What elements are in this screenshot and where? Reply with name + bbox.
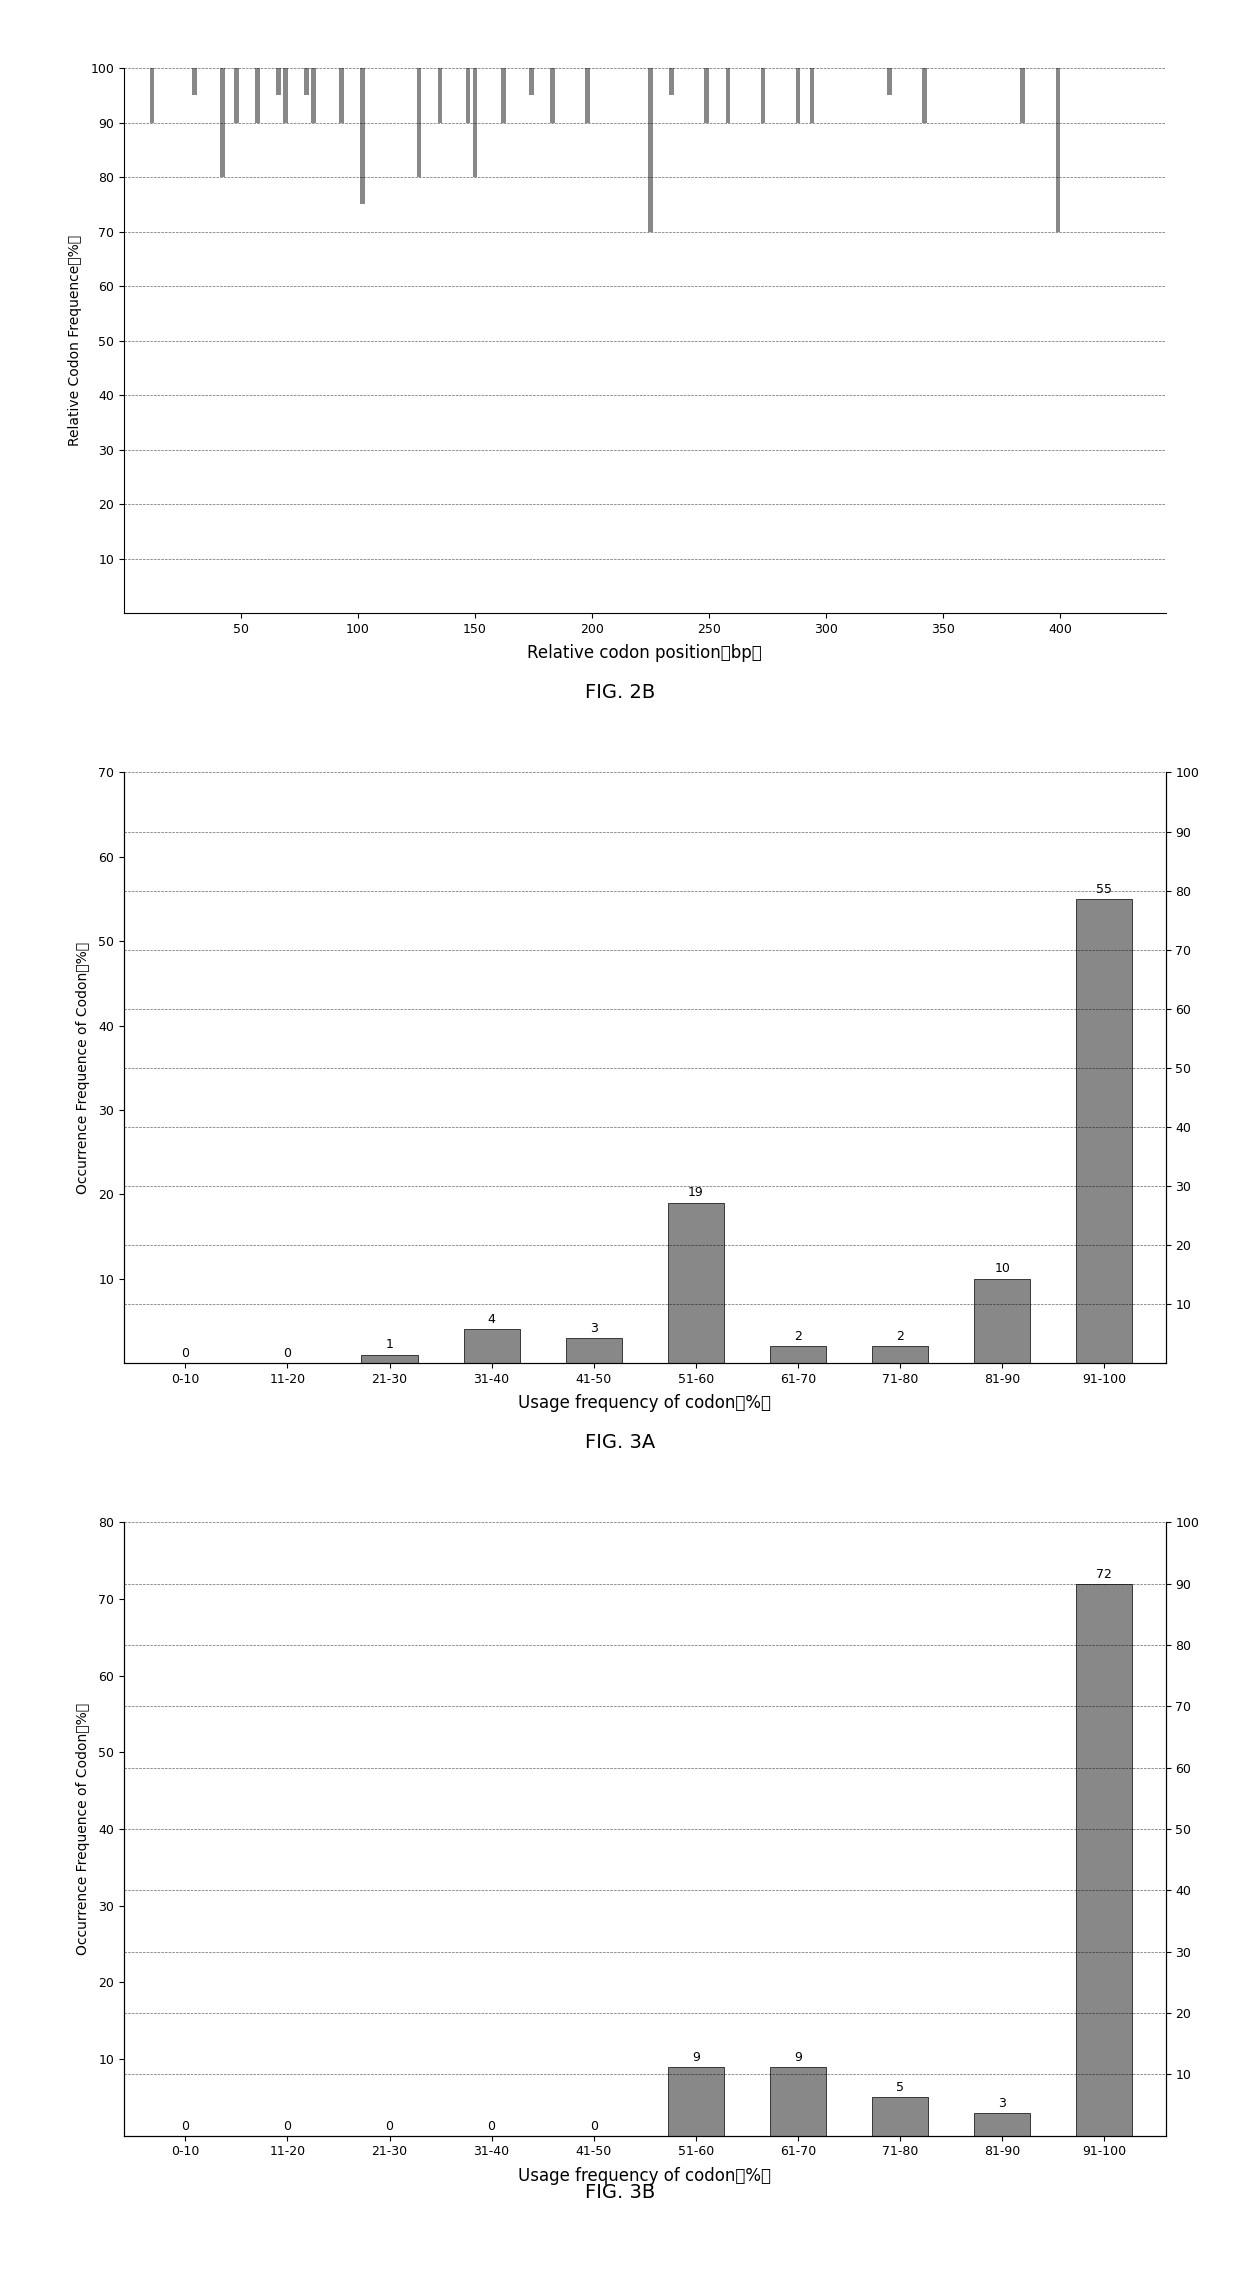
Bar: [277, 68, 280, 95]
Bar: [361, 1354, 418, 1363]
Bar: [340, 68, 343, 123]
Text: 0: 0: [181, 1347, 190, 1361]
Bar: [551, 68, 554, 123]
Bar: [311, 68, 316, 123]
Text: 0: 0: [284, 2120, 291, 2133]
Bar: [529, 68, 533, 95]
Bar: [649, 68, 653, 232]
Bar: [192, 68, 197, 95]
Text: 9: 9: [692, 2052, 699, 2063]
Text: 0: 0: [386, 2120, 393, 2133]
Text: 3: 3: [998, 2097, 1006, 2111]
Bar: [438, 68, 443, 123]
Text: 0: 0: [284, 1347, 291, 1361]
Bar: [417, 68, 422, 177]
Text: 55: 55: [1096, 884, 1112, 895]
Bar: [704, 68, 709, 123]
Text: 0: 0: [181, 2120, 190, 2133]
Bar: [872, 2097, 929, 2136]
Bar: [872, 1347, 929, 1363]
Text: 9: 9: [794, 2052, 802, 2063]
Text: FIG. 2B: FIG. 2B: [585, 684, 655, 702]
Bar: [725, 68, 730, 123]
Bar: [887, 68, 892, 95]
Bar: [361, 68, 365, 204]
Text: 4: 4: [487, 1313, 496, 1327]
Text: 19: 19: [688, 1186, 704, 1200]
Bar: [283, 68, 288, 123]
Bar: [1055, 68, 1060, 232]
Text: 10: 10: [994, 1263, 1011, 1275]
Bar: [668, 2068, 724, 2136]
Text: 3: 3: [590, 1322, 598, 1334]
Text: 2: 2: [794, 1329, 802, 1343]
Bar: [234, 68, 238, 123]
Y-axis label: Relative Codon Frequence（%）: Relative Codon Frequence（%）: [68, 236, 82, 445]
Text: 2: 2: [897, 1329, 904, 1343]
X-axis label: Usage frequency of codon（%）: Usage frequency of codon（%）: [518, 2167, 771, 2186]
Bar: [796, 68, 801, 123]
Bar: [810, 68, 815, 123]
Bar: [585, 68, 590, 123]
Y-axis label: Occurrence Frequence of Codon（%）: Occurrence Frequence of Codon（%）: [76, 1704, 91, 1954]
Bar: [1076, 1584, 1132, 2136]
Text: 1: 1: [386, 1338, 393, 1352]
Y-axis label: Occurrence Frequence of Codon（%）: Occurrence Frequence of Codon（%）: [76, 943, 91, 1193]
Bar: [923, 68, 926, 123]
Bar: [501, 68, 506, 123]
Bar: [770, 1347, 826, 1363]
Bar: [466, 68, 470, 123]
Text: 0: 0: [487, 2120, 496, 2133]
X-axis label: Relative codon position（bp）: Relative codon position（bp）: [527, 645, 763, 663]
Bar: [565, 1338, 621, 1363]
Text: FIG. 3B: FIG. 3B: [585, 2183, 655, 2202]
Bar: [304, 68, 309, 95]
Text: 72: 72: [1096, 1568, 1112, 1581]
Bar: [670, 68, 675, 95]
Bar: [1021, 68, 1025, 123]
Bar: [770, 2068, 826, 2136]
Bar: [464, 1329, 520, 1363]
Text: 0: 0: [590, 2120, 598, 2133]
Bar: [975, 2113, 1030, 2136]
Bar: [255, 68, 259, 123]
Bar: [1076, 900, 1132, 1363]
Bar: [472, 68, 477, 177]
Text: FIG. 3A: FIG. 3A: [585, 1434, 655, 1452]
Bar: [760, 68, 765, 123]
Bar: [975, 1279, 1030, 1363]
Text: 5: 5: [897, 2081, 904, 2095]
X-axis label: Usage frequency of codon（%）: Usage frequency of codon（%）: [518, 1395, 771, 1413]
Bar: [219, 68, 224, 177]
Bar: [668, 1202, 724, 1363]
Bar: [150, 68, 155, 123]
